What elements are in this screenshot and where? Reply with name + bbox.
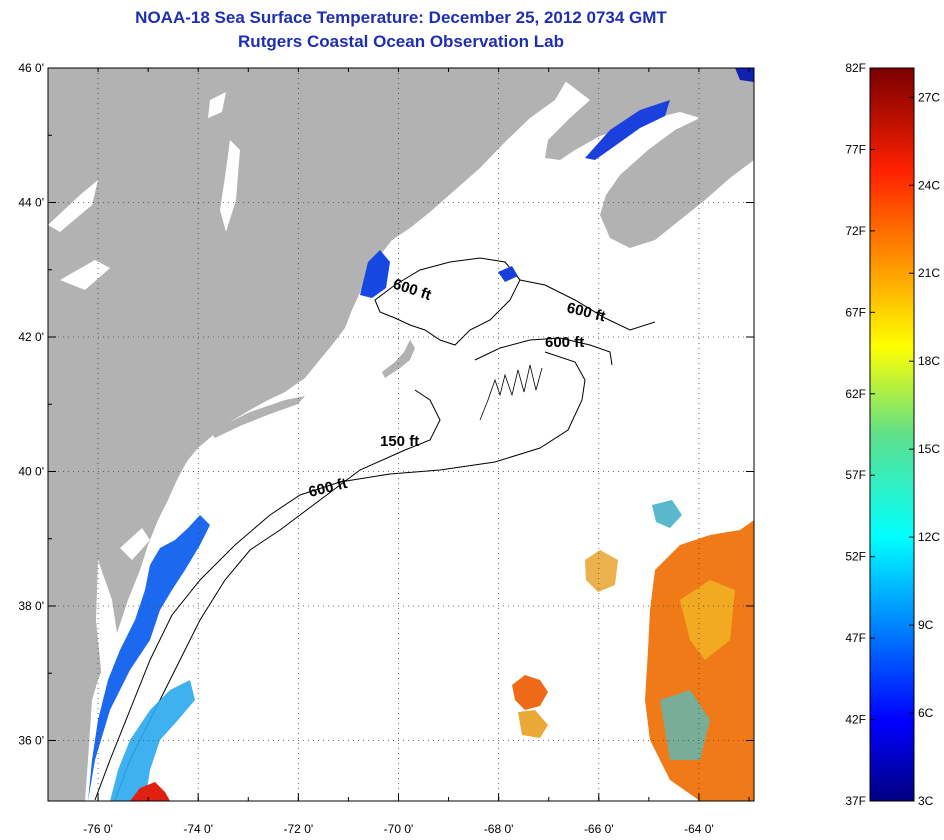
x-tick-label: -64 0': [684, 822, 714, 836]
sst-patch-gulf-maine-small: [498, 266, 518, 282]
contour-georges-ridges: [479, 364, 543, 421]
title-block: NOAA-18 Sea Surface Temperature: Decembe…: [48, 6, 754, 54]
colorbar-c-label: 18C: [918, 354, 940, 368]
chesapeake-bay: [96, 560, 118, 700]
x-tick-label: -76 0': [83, 822, 113, 836]
delaware-bay: [120, 528, 150, 560]
contour-label: 600 ft: [545, 334, 584, 351]
sst-patch-eddy-1: [512, 675, 548, 710]
x-tick-label: -74 0': [183, 822, 213, 836]
sst-patch-coastal-maine: [360, 250, 390, 298]
lake: [220, 140, 240, 232]
sst-patch-gulf-stream-mix: [680, 580, 735, 660]
contour-600ft-gulf-maine: [519, 279, 656, 331]
sst-patch-eddy-3: [585, 550, 618, 592]
lake: [208, 92, 226, 118]
y-tick-label: 42 0': [18, 330, 44, 344]
lake: [48, 180, 98, 232]
colorbar-c-label: 9C: [918, 618, 934, 632]
colorbar-f-label: 77F: [845, 142, 866, 156]
colorbar-f-label: 42F: [845, 713, 866, 727]
colorbar-c-label: 24C: [918, 178, 940, 192]
contour-label: 150 ft: [380, 433, 419, 450]
contour-gulf-maine-inner: [374, 257, 521, 346]
canada-landmass: [545, 68, 754, 248]
sst-patch-warm-front: [130, 782, 170, 801]
contour-600ft-shelf-break: [94, 351, 586, 801]
axes: -76 0' -74 0' -72 0' -70 0' -68 0' -66 0' -64 …: [18, 61, 754, 836]
colorbar-c-label: 15C: [918, 442, 940, 456]
colorbar-f-label: 57F: [845, 468, 866, 482]
colorbar-f-label: 72F: [845, 224, 866, 238]
colorbar: [869, 67, 915, 802]
x-tick-label: -66 0': [584, 822, 614, 836]
y-tick-label: 46 0': [18, 61, 44, 75]
sst-patch-mid-atlantic: [88, 515, 210, 801]
graticule: [48, 67, 754, 801]
y-tick-label: 38 0': [18, 599, 44, 613]
long-island: [210, 396, 305, 438]
colorbar-f-label: 82F: [845, 61, 866, 75]
colorbar-f-label: 52F: [845, 550, 866, 564]
colorbar-f-label: 47F: [845, 631, 866, 645]
colorbar-c-label: 12C: [918, 530, 940, 544]
x-tick-label: -72 0': [284, 822, 314, 836]
sst-patch-bay-of-fundy: [585, 100, 670, 160]
colorbar-c-label: 27C: [918, 90, 940, 104]
map-subtitle: Rutgers Coastal Ocean Observation Lab: [238, 32, 564, 51]
contour-600ft-georges: [474, 337, 613, 366]
x-tick-label: -68 0': [484, 822, 514, 836]
map-frame: [47, 67, 755, 802]
map-content: [48, 68, 754, 801]
y-tick-label: 44 0': [18, 195, 44, 209]
map-title: NOAA-18 Sea Surface Temperature: Decembe…: [135, 8, 667, 27]
y-tick-label: 36 0': [18, 733, 44, 747]
colorbar-labels: 82F 77F 72F 67F 62F 57F 52F 47F 42F 37F 27C 24C 21C 1…: [845, 61, 940, 808]
colorbar-f-label: 37F: [845, 794, 866, 808]
colorbar-c-label: 21C: [918, 266, 940, 280]
sst-patch-eddy-2: [518, 710, 548, 738]
x-tick-label: -70 0': [384, 822, 414, 836]
sst-patch-eddy-4: [652, 500, 682, 528]
us-landmass: [48, 68, 568, 801]
sst-patch-shelf: [110, 680, 195, 801]
colorbar-f-label: 67F: [845, 305, 866, 319]
y-tick-label: 40 0': [18, 464, 44, 478]
sst-patch-gulf-stream-cool: [660, 690, 710, 760]
colorbar-c-label: 3C: [918, 794, 934, 808]
colorbar-f-label: 62F: [845, 387, 866, 401]
colorbar-c-label: 6C: [918, 706, 934, 720]
lake: [60, 260, 110, 290]
